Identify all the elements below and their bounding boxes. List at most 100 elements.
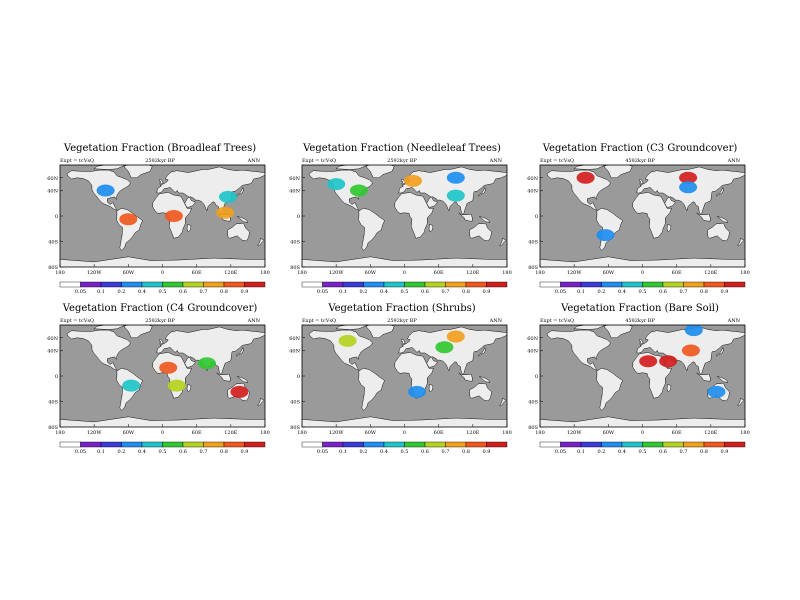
land-madagascar bbox=[428, 223, 434, 233]
time-label: 2592kyr BP bbox=[145, 158, 175, 164]
colorbar-label: 0.5 bbox=[639, 289, 647, 295]
colorbar-label: 0.1 bbox=[577, 289, 585, 295]
lat-tick-label: 60N bbox=[527, 336, 538, 342]
region-northern-north-america bbox=[338, 334, 357, 347]
lon-tick-label: 60W bbox=[365, 430, 377, 436]
colorbar-segment bbox=[59, 281, 81, 288]
land-antarctica bbox=[302, 416, 507, 427]
colorbar-label: 0.5 bbox=[401, 289, 409, 295]
lon-tick-label: 180 bbox=[502, 270, 512, 276]
colorbar-segment bbox=[244, 281, 266, 288]
land-eurasia bbox=[156, 166, 265, 217]
lat-tick-label: 60N bbox=[289, 336, 300, 342]
season-label: ANN bbox=[489, 318, 502, 324]
colorbar-segment bbox=[141, 441, 163, 448]
land-uk bbox=[158, 178, 164, 185]
colorbar-label: 0.5 bbox=[401, 449, 409, 455]
colorbar-segment bbox=[342, 441, 364, 448]
lon-tick-label: 60E bbox=[192, 270, 202, 276]
land-new-zealand bbox=[257, 237, 265, 246]
colorbar-label: 0.6 bbox=[421, 289, 429, 295]
colorbar-segment bbox=[203, 281, 225, 288]
colorbar-label: 0.9 bbox=[483, 449, 491, 455]
colorbar-segment bbox=[322, 281, 344, 288]
lon-tick-label: 180 bbox=[535, 430, 545, 436]
land-eurasia bbox=[398, 326, 507, 377]
lat-tick-label: 40S bbox=[528, 240, 538, 246]
colorbar-segment bbox=[342, 281, 364, 288]
region-india bbox=[197, 357, 216, 370]
lat-tick-label: 80S bbox=[290, 425, 300, 431]
colorbar-segment bbox=[301, 441, 323, 448]
lat-tick-label: 0 bbox=[297, 374, 300, 380]
land-indonesia bbox=[458, 212, 473, 222]
land-greenland bbox=[365, 325, 395, 339]
region-south-america bbox=[596, 229, 615, 242]
colorbar-label: 0.05 bbox=[555, 449, 566, 455]
colorbar-segment bbox=[703, 441, 725, 448]
colorbar-label: 0.2 bbox=[598, 289, 606, 295]
lat-tick-label: 40N bbox=[47, 349, 58, 355]
time-label: 2592kyr BP bbox=[145, 318, 175, 324]
colorbar-label: 0.1 bbox=[339, 289, 347, 295]
land-north-america bbox=[308, 329, 373, 371]
colorbar-label: 0.6 bbox=[421, 449, 429, 455]
colorbar-label: 0.8 bbox=[462, 289, 470, 295]
land-madagascar bbox=[428, 383, 434, 393]
colorbar-label: 0.9 bbox=[721, 449, 729, 455]
land-south-america bbox=[596, 368, 623, 411]
region-southern-africa bbox=[408, 385, 426, 398]
colorbar-label: 0.4 bbox=[380, 449, 388, 455]
land-new-zealand bbox=[499, 397, 507, 406]
land-new-guinea bbox=[716, 376, 729, 383]
experiment-label: Expt = tcVsQ bbox=[540, 158, 575, 164]
colorbar-segment bbox=[560, 441, 582, 448]
colorbar-segment bbox=[363, 281, 385, 288]
colorbar-label: 0.6 bbox=[179, 449, 187, 455]
land-new-zealand bbox=[737, 237, 745, 246]
colorbar-segment bbox=[465, 281, 487, 288]
colorbar-label: 0.1 bbox=[339, 449, 347, 455]
colorbar-label: 0.9 bbox=[483, 289, 491, 295]
season-label: ANN bbox=[727, 318, 740, 324]
colorbar-label: 0.4 bbox=[138, 289, 146, 295]
colorbar-label: 0.8 bbox=[462, 449, 470, 455]
colorbar-segment bbox=[203, 441, 225, 448]
season-label: ANN bbox=[247, 318, 260, 324]
land-new-guinea bbox=[716, 216, 729, 223]
colorbar-segment bbox=[580, 281, 602, 288]
colorbar-label: 0.2 bbox=[118, 289, 126, 295]
lon-tick-label: 60W bbox=[603, 270, 615, 276]
colorbar-label: 0.1 bbox=[97, 289, 105, 295]
lat-tick-label: 0 bbox=[55, 214, 58, 220]
lon-tick-label: 60E bbox=[434, 430, 444, 436]
colorbar-segment bbox=[683, 441, 705, 448]
land-eurasia bbox=[156, 326, 265, 377]
land-antarctica bbox=[60, 416, 265, 427]
colorbar-segment bbox=[100, 441, 122, 448]
colorbar-label: 0.7 bbox=[200, 289, 208, 295]
colorbar-label: 0.2 bbox=[360, 449, 368, 455]
colorbar-segment bbox=[322, 441, 344, 448]
land-japan bbox=[478, 346, 486, 357]
colorbar-segment bbox=[80, 281, 102, 288]
lon-tick-label: 60W bbox=[603, 430, 615, 436]
colorbar-segment bbox=[724, 441, 746, 448]
lon-tick-label: 120W bbox=[87, 270, 103, 276]
land-indonesia bbox=[696, 372, 711, 382]
colorbar-segment bbox=[301, 281, 323, 288]
colorbar-segment bbox=[141, 281, 163, 288]
land-australia bbox=[227, 222, 250, 242]
time-label: 2592kyr BP bbox=[387, 318, 417, 324]
colorbar-segment bbox=[100, 281, 122, 288]
land-africa bbox=[632, 192, 672, 239]
colorbar-label: 0.7 bbox=[200, 449, 208, 455]
colorbar-segment bbox=[539, 281, 561, 288]
land-madagascar bbox=[186, 383, 192, 393]
panel-needleleaf-trees: Vegetation Fraction (Needleleaf Trees) E… bbox=[289, 143, 512, 323]
colorbar-segment bbox=[404, 441, 426, 448]
land-madagascar bbox=[666, 383, 672, 393]
land-new-guinea bbox=[478, 376, 491, 383]
land-uk bbox=[158, 338, 164, 345]
land-greenland bbox=[603, 325, 633, 339]
